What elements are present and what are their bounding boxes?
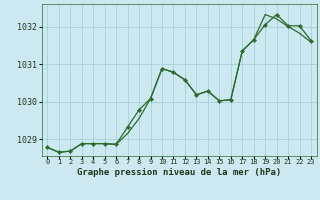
X-axis label: Graphe pression niveau de la mer (hPa): Graphe pression niveau de la mer (hPa) [77,168,281,177]
